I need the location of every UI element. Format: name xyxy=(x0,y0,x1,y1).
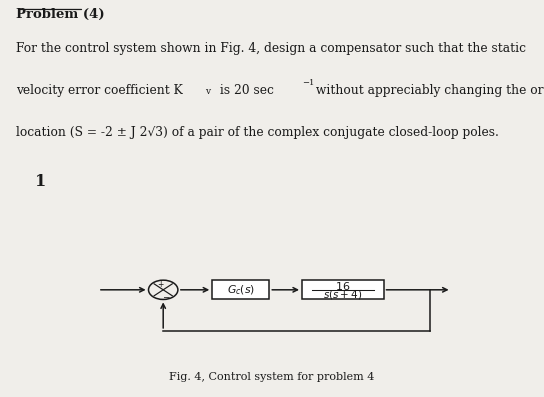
Text: $16$: $16$ xyxy=(335,280,350,292)
Text: velocity error coefficient K: velocity error coefficient K xyxy=(16,84,183,97)
Text: Fig. 4, Control system for problem 4: Fig. 4, Control system for problem 4 xyxy=(169,372,375,382)
Text: is 20 sec: is 20 sec xyxy=(216,84,274,97)
Text: −: − xyxy=(162,292,169,301)
Text: −1: −1 xyxy=(302,79,315,87)
FancyBboxPatch shape xyxy=(302,280,384,299)
FancyBboxPatch shape xyxy=(212,280,269,299)
Text: $G_c(s)$: $G_c(s)$ xyxy=(227,283,255,297)
Text: 1: 1 xyxy=(35,173,47,189)
Text: without appreciably changing the original: without appreciably changing the origina… xyxy=(312,84,544,97)
Text: $s(s+4)$: $s(s+4)$ xyxy=(323,288,362,301)
Text: For the control system shown in Fig. 4, design a compensator such that the stati: For the control system shown in Fig. 4, … xyxy=(16,42,527,55)
Text: location (S = -2 ± J 2√3) of a pair of the complex conjugate closed-loop poles.: location (S = -2 ± J 2√3) of a pair of t… xyxy=(16,126,499,139)
Text: +: + xyxy=(157,280,164,289)
Text: Problem (4): Problem (4) xyxy=(16,8,105,21)
Text: v: v xyxy=(205,87,209,96)
